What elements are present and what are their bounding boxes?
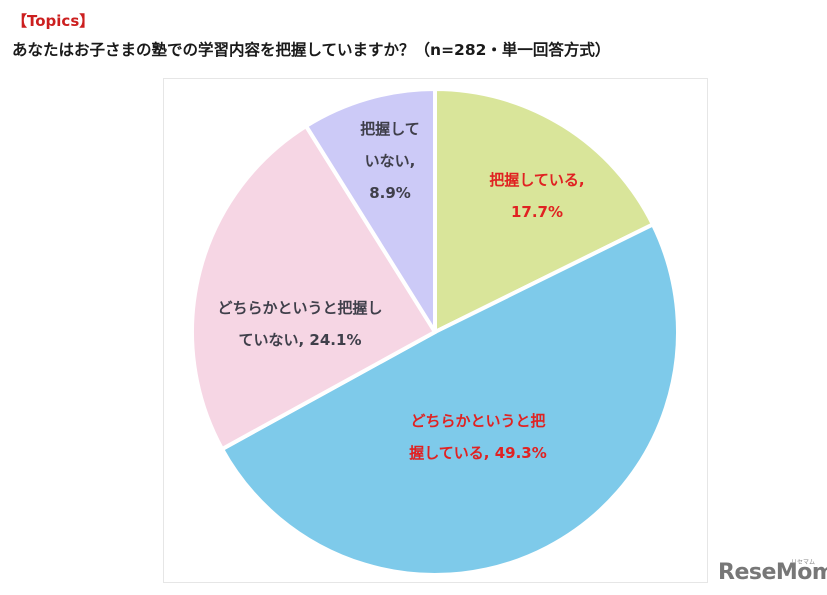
chart-title: あなたはお子さまの塾での学習内容を把握していますか？（n=282・単一回答方式） xyxy=(12,41,611,59)
resemom-logo-kana: リセマム xyxy=(791,559,816,566)
slice-label-somewhat-unaware: どちらかというと把握し ていない, 24.1% xyxy=(200,292,400,356)
slice-label-unaware-line1: 把握して xyxy=(360,120,420,138)
slice-label-somewhat-unaware-line1: どちらかというと把握し xyxy=(217,299,383,317)
slice-label-aware: 把握している, 17.7% xyxy=(452,164,622,228)
slice-somewhat-unaware xyxy=(190,124,437,452)
slice-label-unaware-line2: いない, xyxy=(364,152,416,170)
slice-somewhat-aware xyxy=(220,222,680,578)
slice-label-somewhat-aware: どちらかというと把 握している, 49.3% xyxy=(378,405,578,469)
slice-label-somewhat-aware-line2: 握している, 49.3% xyxy=(409,444,547,462)
slice-label-unaware-line3: 8.9% xyxy=(369,184,411,202)
slice-label-somewhat-aware-line1: どちらかというと把 xyxy=(410,412,546,430)
topics-tag: 【Topics】 xyxy=(12,12,95,30)
slice-label-somewhat-unaware-line2: ていない, 24.1% xyxy=(238,331,362,349)
slice-aware xyxy=(433,87,655,334)
slice-label-aware-value: 17.7% xyxy=(510,203,564,221)
slice-label-unaware: 把握して いない, 8.9% xyxy=(340,113,440,209)
slice-unaware xyxy=(304,87,437,334)
resemom-logo: ReseMom xyxy=(718,560,827,585)
slice-label-aware-name: 把握している, xyxy=(489,171,585,189)
